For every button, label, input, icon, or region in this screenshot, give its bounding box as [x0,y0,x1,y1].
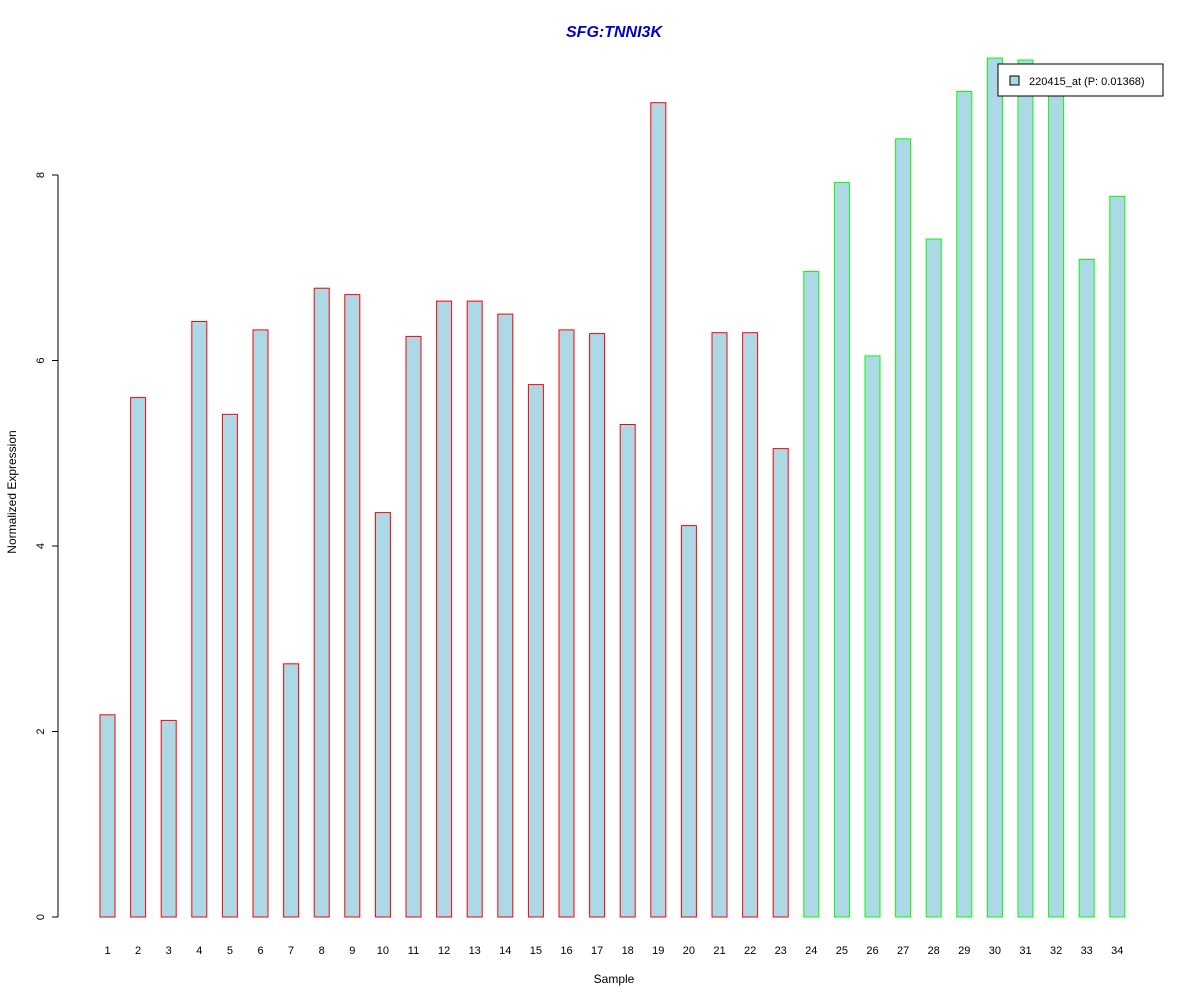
bar [160,719,177,918]
bar [895,138,912,918]
x-tick-label: 3 [166,945,172,957]
bar [925,238,942,918]
bar [313,287,330,918]
x-tick-label: 14 [499,945,511,957]
bar [711,332,728,918]
bar [1109,195,1126,918]
x-tick-label: 13 [469,945,481,957]
bar [589,333,606,918]
bar [374,512,391,918]
x-tick-label: 8 [319,945,325,957]
bar [619,424,636,918]
legend-label: 220415_at (P: 0.01368) [1029,76,1145,88]
bar [252,329,269,918]
bar [1017,59,1034,918]
x-tick-label: 21 [713,945,725,957]
x-tick-label: 16 [560,945,572,957]
x-tick-label: 17 [591,945,603,957]
legend: 220415_at (P: 0.01368) [997,63,1164,97]
bar [466,300,483,918]
bar [956,91,973,918]
x-tick-label: 23 [775,945,787,957]
y-tick-label: 6 [35,357,47,363]
bar [1078,258,1095,918]
bar [497,313,514,918]
bar [191,321,208,918]
x-tick-label: 11 [408,945,419,957]
bar [986,57,1003,918]
x-tick-label: 24 [805,945,817,957]
x-tick-label: 26 [866,945,878,957]
bar [833,181,850,918]
y-tick-label: 0 [35,914,47,920]
x-tick-label: 7 [288,945,294,957]
bar [283,663,300,918]
x-tick-label: 1 [104,945,110,957]
x-tick-label: 4 [196,945,202,957]
legend-box [997,63,1164,97]
x-tick-label: 31 [1019,945,1031,957]
legend-swatch [1009,75,1020,86]
y-tick-label: 8 [35,172,47,178]
x-tick-label: 22 [744,945,756,957]
x-tick-label: 25 [836,945,848,957]
bar [772,448,789,918]
bar [344,294,361,918]
y-tick-label: 4 [35,543,47,549]
bar [99,714,116,918]
bar [405,335,422,918]
x-axis-label: Sample [594,972,635,986]
x-tick-label: 10 [377,945,389,957]
x-tick-label: 15 [530,945,542,957]
x-tick-label: 32 [1050,945,1062,957]
x-tick-label: 34 [1111,945,1123,957]
bar [527,384,544,918]
bar [436,300,453,918]
x-tick-label: 29 [958,945,970,957]
x-tick-label: 2 [135,945,141,957]
bar [680,525,697,918]
x-tick-label: 19 [652,945,664,957]
bar [803,271,820,918]
chart-title: SFG:TNNI3K [566,24,663,41]
x-tick-label: 5 [227,945,233,957]
y-axis: 0 2 4 6 8 [35,172,59,920]
x-tick-label: 12 [438,945,450,957]
x-tick-label: 20 [683,945,695,957]
bar [130,397,147,918]
bar [864,355,881,918]
bar [558,329,575,918]
bar [650,102,667,918]
x-tick-label: 33 [1081,945,1093,957]
x-tick-labels: 1 2 3 4 5 6 7 8 9 10 11 12 13 14 15 16 17 18 19 20 21 22 23 24 2… [104,945,1123,957]
y-tick-label: 2 [35,728,47,734]
x-tick-label: 30 [989,945,1001,957]
bar [742,332,759,918]
x-tick-label: 9 [349,945,355,957]
bars [99,57,1126,918]
x-tick-label: 18 [622,945,634,957]
bar [1048,77,1065,918]
bar [221,413,238,918]
x-tick-label: 27 [897,945,909,957]
x-tick-label: 6 [257,945,263,957]
x-tick-label: 28 [928,945,940,957]
y-axis-label: Normalized Expression [5,430,19,553]
